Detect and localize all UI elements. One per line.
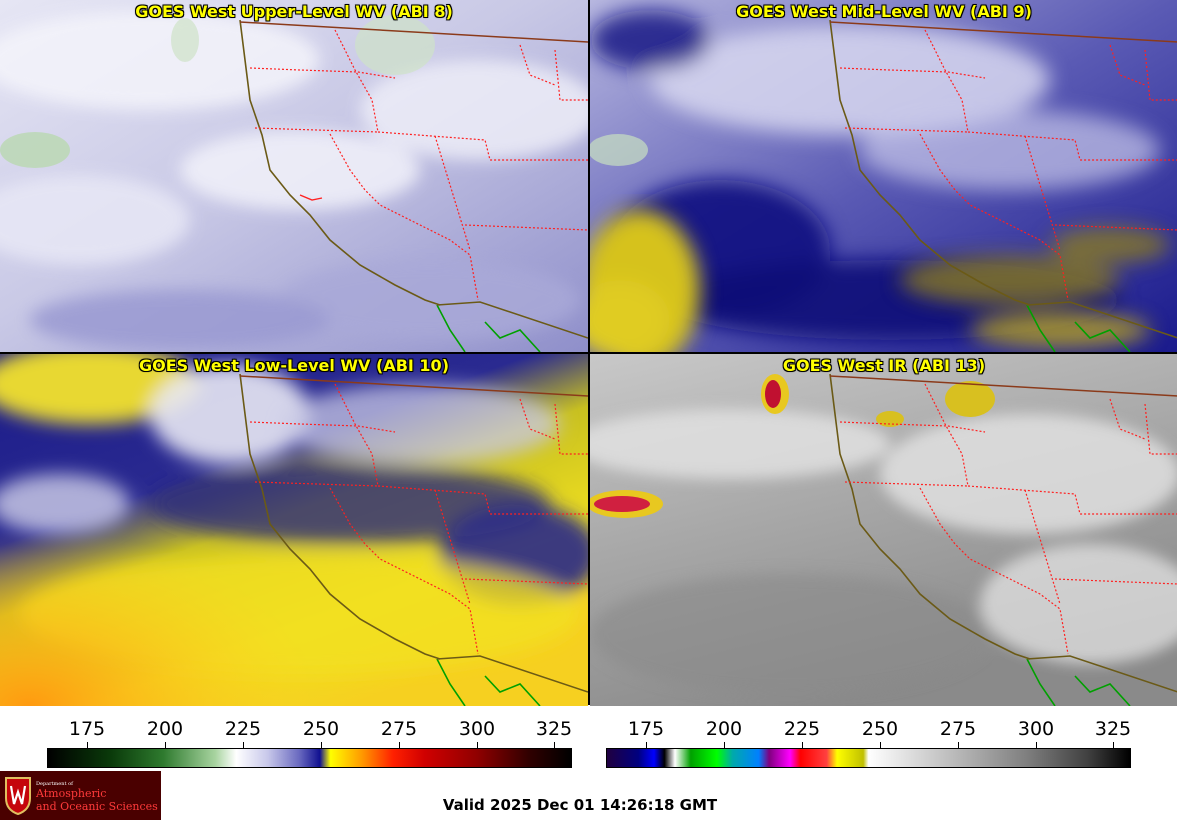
wv-tick [243, 742, 244, 748]
wv-tick-label: 225 [224, 718, 262, 740]
wv-tick-label: 325 [535, 718, 573, 740]
ir-colorbar [606, 748, 1131, 768]
wv-tick-label: 300 [458, 718, 496, 740]
ir-image [590, 354, 1177, 706]
panel-title: GOES West Low-Level WV (ABI 10) [138, 356, 449, 375]
upper-level-wv-image [0, 0, 588, 352]
ir-tick-label: 275 [939, 718, 977, 740]
ir-tick [802, 742, 803, 748]
wv-tick-label: 275 [380, 718, 418, 740]
ir-tick-label: 200 [705, 718, 743, 740]
ir-tick-label: 250 [861, 718, 899, 740]
logo-line2: and Oceanic Sciences [36, 800, 158, 813]
low-level-wv-image [0, 354, 588, 706]
wv-tick [321, 742, 322, 748]
coastline [239, 19, 441, 306]
ir-tick [958, 742, 959, 748]
mexico-border [436, 301, 588, 339]
logo-dept: Department of [36, 781, 73, 787]
wv-tick [477, 742, 478, 748]
panel-divider-horizontal [0, 352, 1177, 354]
uw-aos-logo: Department of Atmospheric and Oceanic Sc… [0, 771, 161, 820]
panel-title: GOES West Mid-Level WV (ABI 9) [736, 2, 1032, 21]
mexico-coast [436, 304, 466, 352]
uw-crest-icon [5, 777, 31, 816]
wv-tick [399, 742, 400, 748]
valid-time: Valid 2025 Dec 01 14:26:18 GMT [442, 796, 718, 814]
low-level-wv-panel: GOES West Low-Level WV (ABI 10) [0, 354, 588, 706]
panel-title: GOES West IR (ABI 13) [782, 356, 986, 375]
ir-tick [646, 742, 647, 748]
panel-title: GOES West Upper-Level WV (ABI 8) [135, 2, 453, 21]
ir-tick-label: 175 [627, 718, 665, 740]
ir-tick-label: 225 [783, 718, 821, 740]
ir-tick [1036, 742, 1037, 748]
state-borders [249, 29, 588, 301]
ir-tick-label: 325 [1094, 718, 1132, 740]
wv-tick [165, 742, 166, 748]
wv-tick-label: 250 [302, 718, 340, 740]
ir-tick [880, 742, 881, 748]
logo-line1: Atmospheric [36, 787, 107, 800]
upper-level-wv-panel: GOES West Upper-Level WV (ABI 8) [0, 0, 588, 352]
mid-level-wv-image [590, 0, 1177, 352]
mid-level-wv-panel: GOES West Mid-Level WV (ABI 9) [590, 0, 1177, 352]
wv-colorbar [47, 748, 572, 768]
wv-tick [87, 742, 88, 748]
ir-tick-label: 300 [1017, 718, 1055, 740]
ir-tick [724, 742, 725, 748]
ir-tick [1113, 742, 1114, 748]
canada-border [239, 21, 588, 43]
wv-tick [554, 742, 555, 748]
wv-tick-label: 175 [68, 718, 106, 740]
ir-panel: GOES West IR (ABI 13) [590, 354, 1177, 706]
wv-tick-label: 200 [146, 718, 184, 740]
